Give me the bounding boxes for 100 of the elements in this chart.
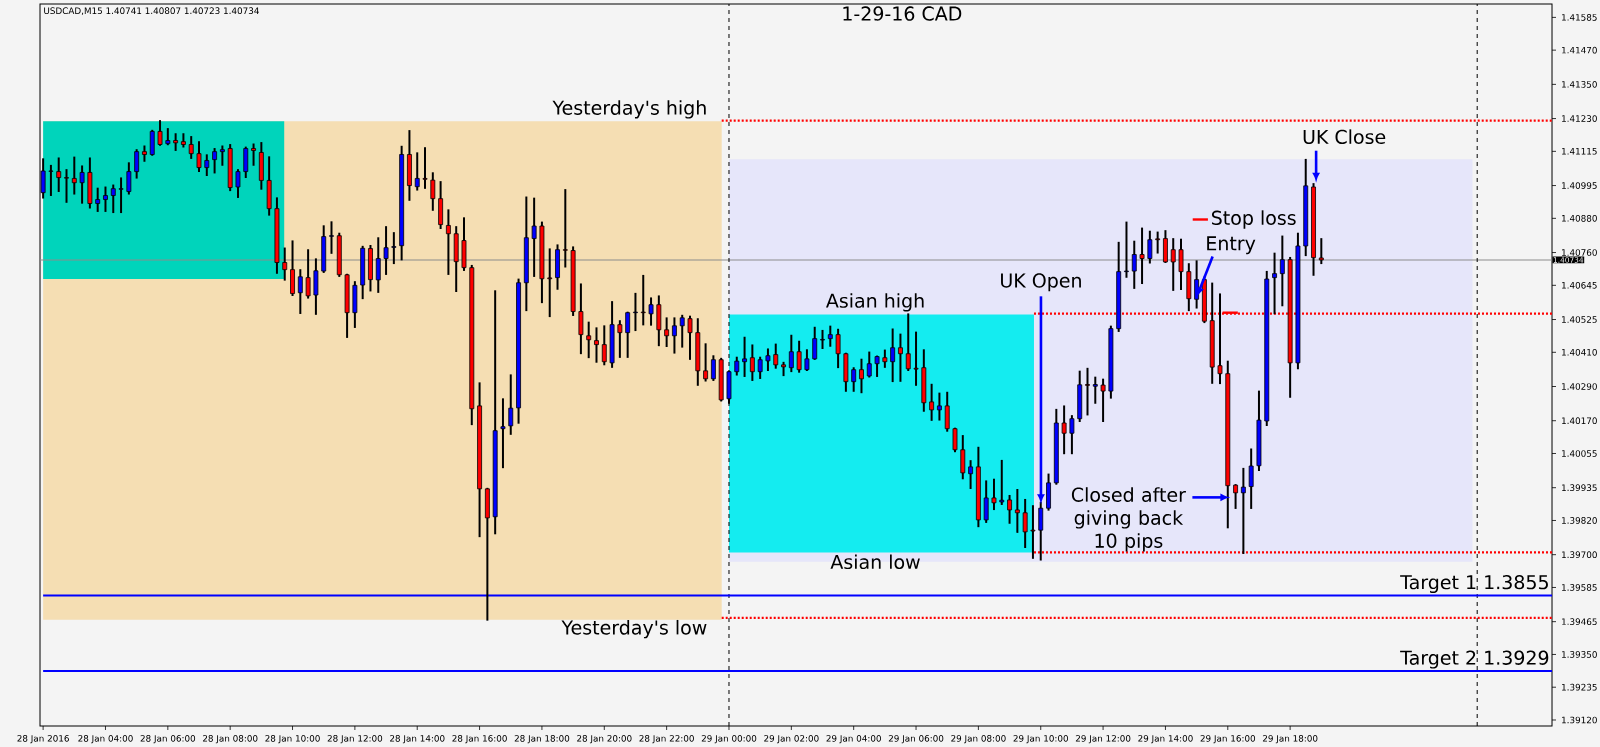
x-tick-label: 28 Jan 08:00: [202, 735, 258, 744]
candlestick: [757, 356, 763, 379]
y-tick-label: 1.41115: [1562, 148, 1597, 155]
x-tick-label: 28 Jan 12:00: [327, 735, 383, 744]
candlestick: [812, 326, 818, 360]
x-tick-label: 29 Jan 18:00: [1262, 735, 1318, 744]
y-tick-label: 1.40410: [1562, 348, 1597, 356]
candlestick: [1279, 235, 1285, 307]
candlestick: [142, 145, 147, 162]
y-tick-label: 1.39235: [1562, 683, 1597, 691]
candlestick: [1147, 230, 1153, 264]
y-tick-label: 1.39935: [1562, 484, 1597, 492]
candlestick: [297, 269, 303, 314]
candlestick: [687, 315, 693, 360]
candlestick: [375, 237, 381, 293]
candlestick: [890, 328, 896, 383]
candlestick: [999, 459, 1005, 505]
candlestick: [48, 164, 54, 196]
candlestick: [703, 343, 709, 382]
x-tick-label: 29 Jan 16:00: [1200, 735, 1256, 744]
candlestick: [859, 358, 864, 394]
series-label: Target 1 1.3855: [1400, 574, 1548, 594]
candlestick: [578, 283, 584, 355]
candlestick: [243, 146, 249, 178]
annotation: Closed after giving back 10 pips: [1071, 487, 1186, 552]
x-tick-label: 28 Jan 16:00: [452, 735, 507, 744]
candlestick: [157, 120, 163, 146]
candlestick: [383, 226, 389, 275]
candlestick: [633, 292, 638, 332]
candlestick: [710, 355, 716, 381]
candlestick: [64, 169, 69, 203]
candlestick: [765, 348, 771, 371]
y-tick-label: 1.40995: [1562, 182, 1597, 189]
x-tick-label: 28 Jan 04:00: [78, 735, 133, 744]
y-tick-label: 1.41585: [1562, 14, 1597, 21]
y-tick-label: 1.41470: [1562, 46, 1597, 54]
candlestick: [445, 209, 451, 275]
candlestick: [531, 197, 537, 277]
y-tick-label: 1.39820: [1562, 517, 1597, 524]
candlestick: [430, 172, 436, 211]
candlestick: [500, 398, 506, 469]
candlestick: [1092, 376, 1098, 404]
candlestick: [134, 149, 140, 179]
candlestick: [617, 320, 623, 358]
candlestick: [71, 156, 77, 195]
candlestick: [414, 152, 420, 191]
candlestick: [874, 355, 880, 377]
candlestick: [547, 248, 553, 318]
annotation: Asian low: [830, 554, 920, 570]
candlestick: [648, 297, 654, 326]
candlestick: [1085, 367, 1090, 416]
candlestick: [1163, 230, 1168, 263]
candlestick: [235, 169, 241, 198]
candlestick: [1007, 494, 1012, 524]
candlestick: [851, 367, 857, 392]
candlestick: [103, 186, 108, 212]
candlestick: [79, 165, 85, 204]
y-tick-label: 1.40880: [1562, 214, 1597, 222]
candlestick: [1170, 238, 1176, 291]
candlestick: [508, 374, 514, 435]
x-tick-label: 28 Jan 18:00: [514, 735, 570, 744]
x-tick-label: 29 Jan 08:00: [951, 735, 1006, 744]
candlestick: [1022, 498, 1028, 548]
annotation: Entry: [1207, 236, 1256, 255]
candlestick: [204, 154, 210, 176]
candlestick: [866, 351, 872, 378]
x-tick-label: 29 Jan 02:00: [764, 735, 819, 744]
candlestick: [290, 240, 295, 297]
y-tick-label: 1.40645: [1562, 281, 1597, 289]
candlestick: [282, 247, 288, 281]
candlestick: [1233, 484, 1239, 509]
candlestick: [827, 325, 833, 347]
x-tick-label: 29 Jan 12:00: [1075, 735, 1131, 744]
candlestick: [1272, 252, 1277, 315]
y-tick-label: 1.41350: [1562, 81, 1597, 88]
candlestick: [126, 162, 132, 195]
x-tick-label: 28 Jan 06:00: [140, 735, 196, 744]
candlestick: [944, 391, 950, 432]
x-tick-label: 29 Jan 06:00: [888, 735, 944, 744]
y-tick-label: 1.40055: [1562, 450, 1597, 457]
candlestick: [742, 336, 747, 377]
candlestick: [251, 143, 256, 166]
candlestick: [905, 313, 911, 371]
x-tick-label: 29 Jan 04:00: [826, 735, 881, 744]
chart-subtitle: USDCAD,M15 1.40741 1.40807 1.40723 1.40734: [44, 7, 259, 15]
candlestick: [601, 325, 607, 366]
x-tick-label: 28 Jan 20:00: [577, 735, 632, 744]
candlestick: [305, 249, 311, 299]
candlestick: [929, 383, 935, 421]
candlestick: [188, 136, 194, 159]
candlestick: [1139, 227, 1145, 285]
candlestick: [1318, 238, 1324, 265]
annotation: UK Open: [1001, 273, 1081, 292]
annotation: Yesterday's high: [552, 100, 706, 119]
candlestick: [835, 328, 841, 369]
y-tick-label: 1.40525: [1562, 316, 1597, 323]
y-tick-label: 1.40290: [1562, 383, 1597, 390]
x-tick-label: 28 Jan 2016: [17, 735, 69, 744]
candlestick: [820, 329, 825, 350]
y-tick-label: 1.40170: [1562, 417, 1597, 425]
